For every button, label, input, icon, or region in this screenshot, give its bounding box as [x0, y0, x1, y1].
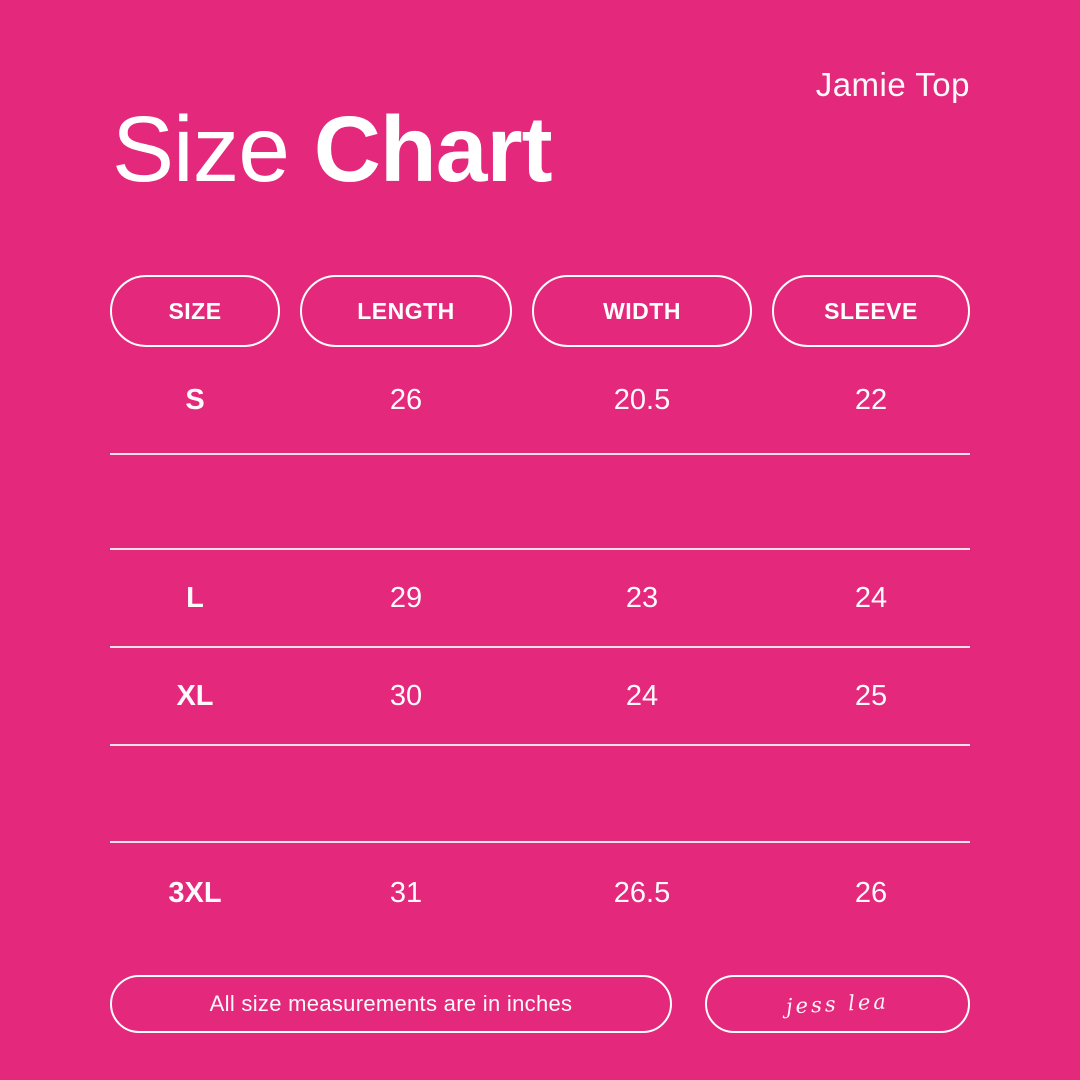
- cell-width: 20.5: [613, 383, 671, 416]
- cell-sleeve: 26: [854, 876, 888, 909]
- table-row-xl: XL 30 24 25: [110, 648, 970, 746]
- column-header-length-label: LENGTH: [357, 297, 455, 324]
- cell-sleeve: 25: [854, 679, 888, 712]
- cell-size: S: [185, 383, 205, 416]
- column-header-length: LENGTH: [300, 275, 512, 347]
- cell-sleeve: 24: [854, 581, 888, 614]
- cell-size: L: [186, 581, 204, 614]
- cell-size: 3XL: [168, 876, 222, 909]
- measurement-note-pill: All size measurements are in inches: [110, 975, 672, 1033]
- column-header-size: SIZE: [110, 275, 280, 347]
- column-header-width: WIDTH: [532, 275, 752, 347]
- table-row-blank-2: [110, 746, 970, 843]
- column-header-sleeve-label: SLEEVE: [824, 297, 918, 324]
- column-header-width-label: WIDTH: [603, 297, 681, 324]
- measurement-note-text: All size measurements are in inches: [209, 991, 573, 1016]
- cell-width: 23: [625, 581, 659, 614]
- cell-length: 30: [389, 679, 423, 712]
- page-title-regular: Size: [112, 97, 290, 201]
- cell-width: 26.5: [613, 876, 671, 909]
- page-title-bold: Chart: [313, 97, 553, 201]
- cell-sleeve: 22: [854, 383, 888, 416]
- cell-length: 29: [389, 581, 423, 614]
- product-name: Jamie Top: [815, 66, 970, 103]
- cell-size: XL: [176, 679, 214, 712]
- table-row-l: L 29 23 24: [110, 550, 970, 648]
- table-row-3xl: 3XL 31 26.5 26: [110, 843, 970, 943]
- cell-length: 26: [389, 383, 423, 416]
- table-row-s: S 26 20.5 22: [110, 347, 970, 455]
- table-row-blank-1: [110, 455, 970, 550]
- brand-signature-pill: jess lea: [705, 975, 970, 1033]
- size-table: S 26 20.5 22 L 29 23 24 XL 30 24 25: [110, 347, 970, 943]
- cell-width: 24: [625, 679, 659, 712]
- cell-length: 31: [389, 876, 423, 909]
- column-headers: SIZE LENGTH WIDTH SLEEVE: [110, 275, 970, 347]
- column-header-size-label: SIZE: [168, 297, 222, 324]
- brand-signature: jess lea: [785, 989, 890, 1019]
- column-header-sleeve: SLEEVE: [772, 275, 970, 347]
- page-title: Size Chart: [112, 103, 553, 196]
